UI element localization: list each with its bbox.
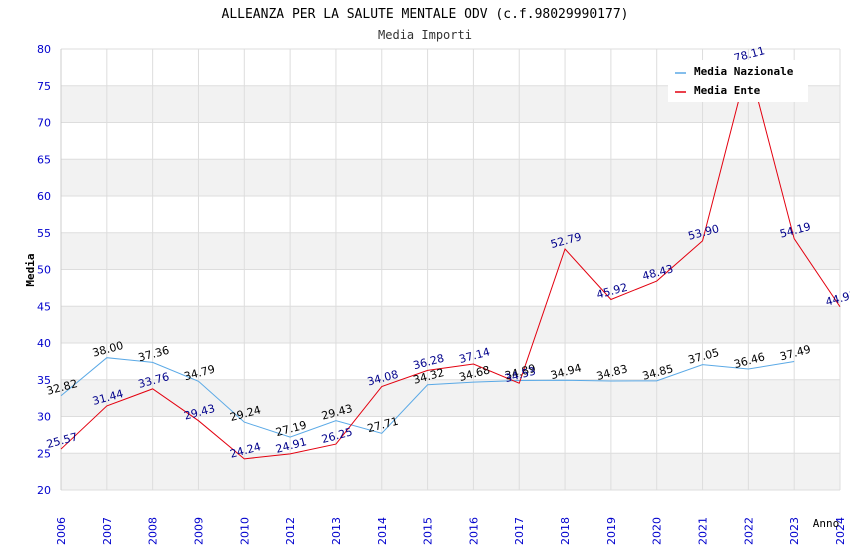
legend-label-ente: Media Ente bbox=[694, 84, 761, 97]
data-label: 45.92 bbox=[595, 281, 629, 302]
grid-bands bbox=[61, 85, 840, 490]
x-tick-labels: 2006 2007 2008 2009 2010 2012 2013 2014 2015 2016… bbox=[55, 517, 847, 545]
x-axis-label: Anno bbox=[813, 517, 840, 530]
y-tick-label: 55 bbox=[37, 227, 51, 240]
x-tick-label: 2006 bbox=[55, 517, 68, 545]
x-tick-label: 2007 bbox=[101, 517, 114, 545]
x-tick-label: 2022 bbox=[742, 517, 755, 545]
data-label: 36.46 bbox=[733, 350, 767, 371]
x-tick-label: 2024 bbox=[834, 517, 847, 545]
x-tick-label: 2023 bbox=[788, 517, 801, 545]
x-tick-label: 2020 bbox=[651, 517, 664, 545]
x-tick-label: 2016 bbox=[467, 517, 480, 545]
series-line-media-nazionale bbox=[60, 357, 795, 438]
x-tick-label: 2018 bbox=[559, 517, 572, 545]
x-tick-label: 2019 bbox=[605, 517, 618, 545]
y-tick-label: 80 bbox=[37, 43, 51, 56]
y-tick-label: 30 bbox=[37, 411, 51, 424]
y-tick-label: 20 bbox=[37, 484, 51, 497]
grid-band bbox=[61, 379, 840, 417]
grid-band bbox=[61, 159, 840, 196]
x-tick-label: 2009 bbox=[192, 517, 205, 545]
y-tick-labels: 20 25 30 35 40 45 50 55 60 65 70 75 80 bbox=[37, 43, 51, 497]
legend: Media Nazionale Media Ente bbox=[668, 60, 808, 102]
y-tick-label: 40 bbox=[37, 337, 51, 350]
data-label: 34.94 bbox=[549, 361, 583, 382]
data-label: 37.05 bbox=[687, 346, 721, 367]
x-tick-label: 2015 bbox=[422, 517, 435, 545]
y-tick-label: 65 bbox=[37, 153, 51, 166]
chart-subtitle: Media Importi bbox=[378, 28, 472, 42]
data-label: 44.93 bbox=[824, 288, 850, 309]
grid-band bbox=[61, 232, 840, 270]
y-tick-label: 70 bbox=[37, 117, 51, 130]
y-axis-label: Media bbox=[24, 253, 37, 286]
y-tick-label: 45 bbox=[37, 300, 51, 313]
y-tick-label: 35 bbox=[37, 374, 51, 387]
y-tick-label: 60 bbox=[37, 190, 51, 203]
grid-band bbox=[61, 306, 840, 343]
x-tick-label: 2010 bbox=[238, 517, 251, 545]
y-tick-label: 50 bbox=[37, 264, 51, 277]
y-tick-label: 75 bbox=[37, 80, 51, 93]
x-tick-label: 2021 bbox=[697, 517, 710, 545]
series-lines bbox=[60, 60, 841, 460]
x-tick-label: 2012 bbox=[284, 517, 297, 545]
gridlines bbox=[60, 48, 841, 491]
x-tick-label: 2013 bbox=[330, 517, 343, 545]
x-tick-label: 2008 bbox=[147, 517, 160, 545]
data-label: 37.36 bbox=[137, 344, 171, 365]
legend-label-nazionale: Media Nazionale bbox=[694, 65, 794, 78]
y-tick-label: 25 bbox=[37, 447, 51, 460]
data-label: 37.49 bbox=[778, 343, 812, 364]
x-tick-label: 2014 bbox=[376, 517, 389, 545]
legend-box bbox=[668, 60, 808, 102]
series-line-media-ente bbox=[60, 60, 841, 460]
grid-band bbox=[61, 453, 840, 490]
chart-title: ALLEANZA PER LA SALUTE MENTALE ODV (c.f.… bbox=[222, 7, 629, 22]
x-tick-label: 2017 bbox=[513, 517, 526, 545]
